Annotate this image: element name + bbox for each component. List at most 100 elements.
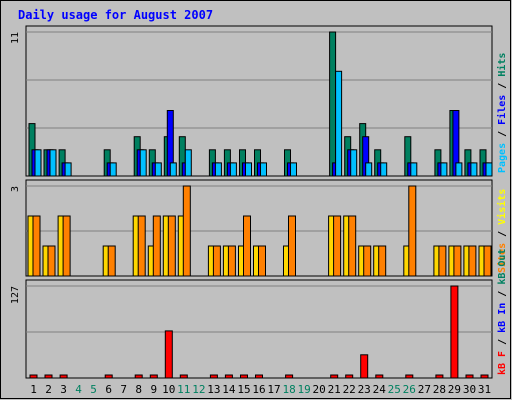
bar-sites-day-30 — [468, 245, 477, 277]
legend-label: Files — [496, 95, 508, 125]
x-tick-label-6: 6 — [105, 383, 112, 396]
bar-pages-day-16 — [260, 162, 267, 177]
panel-frame — [25, 279, 493, 379]
x-tick-label-17: 17 — [267, 383, 280, 396]
bar-pages-day-18 — [290, 162, 297, 177]
x-tick-label-24: 24 — [373, 383, 387, 396]
x-tick-label-27: 27 — [418, 383, 431, 396]
x-tick-label-11: 11 — [177, 383, 190, 396]
x-tick-label-18: 18 — [282, 383, 295, 396]
bar-sites-day-10 — [167, 215, 176, 277]
bar-kbf-day-15 — [240, 374, 248, 379]
panel-kbytes: 127 kB F / kB In / kB Out — [10, 249, 508, 379]
bar-pages-day-14 — [229, 162, 237, 177]
bar-kbf-day-16 — [255, 374, 263, 379]
bar-sites-day-26 — [408, 185, 417, 277]
bar-pages-day-29 — [455, 162, 463, 177]
legend-label: Sites — [496, 243, 508, 273]
bar-sites-day-22 — [348, 215, 357, 277]
bar-pages-day-15 — [245, 162, 252, 177]
bar-kbf-day-21 — [330, 374, 339, 379]
bar-pages-day-9 — [154, 162, 162, 177]
series-legend: kB F / kB In / kB Out — [497, 249, 508, 375]
bar-pages-day-2 — [49, 149, 57, 177]
x-tick-label-22: 22 — [343, 383, 356, 396]
legend-label: Hits — [496, 53, 508, 77]
bar-sites-day-15 — [243, 215, 251, 277]
y-max-label: 3 — [10, 186, 21, 192]
series-legend: Pages / Files / Hits — [496, 53, 508, 173]
bar-sites-day-16 — [258, 245, 266, 277]
bar-kbf-day-26 — [405, 374, 414, 379]
bar-sites-day-18 — [288, 215, 296, 277]
x-tick-label-8: 8 — [135, 383, 142, 396]
bar-kbf-day-9 — [149, 374, 158, 379]
bar-kbf-day-31 — [480, 374, 489, 379]
x-axis-labels: 1 2 3 4 5 6 7 8 9 10 11 12 13 14 15 16 17 18 19 20 21 22 23 24 2… — [30, 383, 491, 396]
x-tick-label-14: 14 — [222, 383, 236, 396]
x-tick-label-4: 4 — [75, 383, 82, 396]
bar-kbf-day-11 — [179, 374, 188, 379]
legend-label: / — [497, 125, 508, 143]
x-tick-label-26: 26 — [403, 383, 416, 396]
bar-pages-day-26 — [410, 162, 418, 177]
bar-kbf-day-14 — [224, 374, 233, 379]
bar-kbf-day-29 — [450, 285, 459, 379]
bar-pages-day-6 — [109, 162, 117, 177]
x-tick-label-29: 29 — [448, 383, 461, 396]
x-tick-label-10: 10 — [162, 383, 175, 396]
bar-pages-day-11 — [184, 149, 192, 177]
bar-sites-day-21 — [333, 215, 342, 277]
bar-sites-day-8 — [137, 215, 146, 277]
bar-sites-day-9 — [152, 215, 161, 277]
bar-pages-day-10 — [169, 162, 177, 177]
x-tick-label-1: 1 — [30, 383, 37, 396]
bar-kbf-day-8 — [134, 374, 143, 379]
bar-sites-day-31 — [483, 245, 492, 277]
bar-kbf-day-22 — [345, 374, 354, 379]
x-tick-label-15: 15 — [237, 383, 250, 396]
bar-pages-day-22 — [350, 149, 358, 177]
x-tick-label-5: 5 — [90, 383, 97, 396]
x-tick-label-23: 23 — [358, 383, 371, 396]
y-max-label: 11 — [10, 32, 21, 44]
bar-sites-day-2 — [47, 245, 56, 277]
bar-pages-day-30 — [470, 162, 478, 177]
legend-label: / — [497, 285, 508, 303]
x-tick-label-25: 25 — [388, 383, 401, 396]
x-tick-label-31: 31 — [478, 383, 491, 396]
bar-sites-day-14 — [227, 245, 236, 277]
bar-pages-day-31 — [485, 162, 493, 177]
legend-label: kB In — [497, 303, 508, 333]
x-tick-label-19: 19 — [297, 383, 310, 396]
series-legend: Sites / Visits — [496, 189, 508, 273]
bar-pages-day-3 — [64, 162, 72, 177]
x-tick-label-20: 20 — [312, 383, 325, 396]
legend-label: / — [497, 333, 508, 351]
bar-pages-day-1 — [34, 149, 42, 177]
x-tick-label-30: 30 — [463, 383, 476, 396]
legend-label: kB Out — [497, 249, 508, 285]
bar-kbf-day-28 — [435, 374, 444, 379]
bar-kbf-day-2 — [44, 374, 53, 379]
x-tick-label-21: 21 — [328, 383, 341, 396]
x-tick-label-3: 3 — [60, 383, 67, 396]
bar-pages-day-8 — [139, 149, 147, 177]
bar-sites-day-28 — [438, 245, 447, 277]
bar-sites-day-1 — [32, 215, 41, 277]
bar-pages-day-24 — [380, 162, 388, 177]
bar-kbf-day-6 — [104, 374, 113, 379]
bar-pages-day-28 — [440, 162, 448, 177]
bar-kbf-day-1 — [29, 374, 38, 379]
bar-pages-day-21 — [335, 70, 343, 177]
y-max-label: 127 — [10, 286, 21, 304]
bar-kbf-day-24 — [375, 374, 384, 379]
bar-sites-day-13 — [212, 245, 221, 277]
x-tick-label-28: 28 — [433, 383, 446, 396]
bar-sites-day-3 — [62, 215, 71, 277]
legend-label: kB F — [497, 351, 508, 375]
bar-sites-day-6 — [107, 245, 116, 277]
